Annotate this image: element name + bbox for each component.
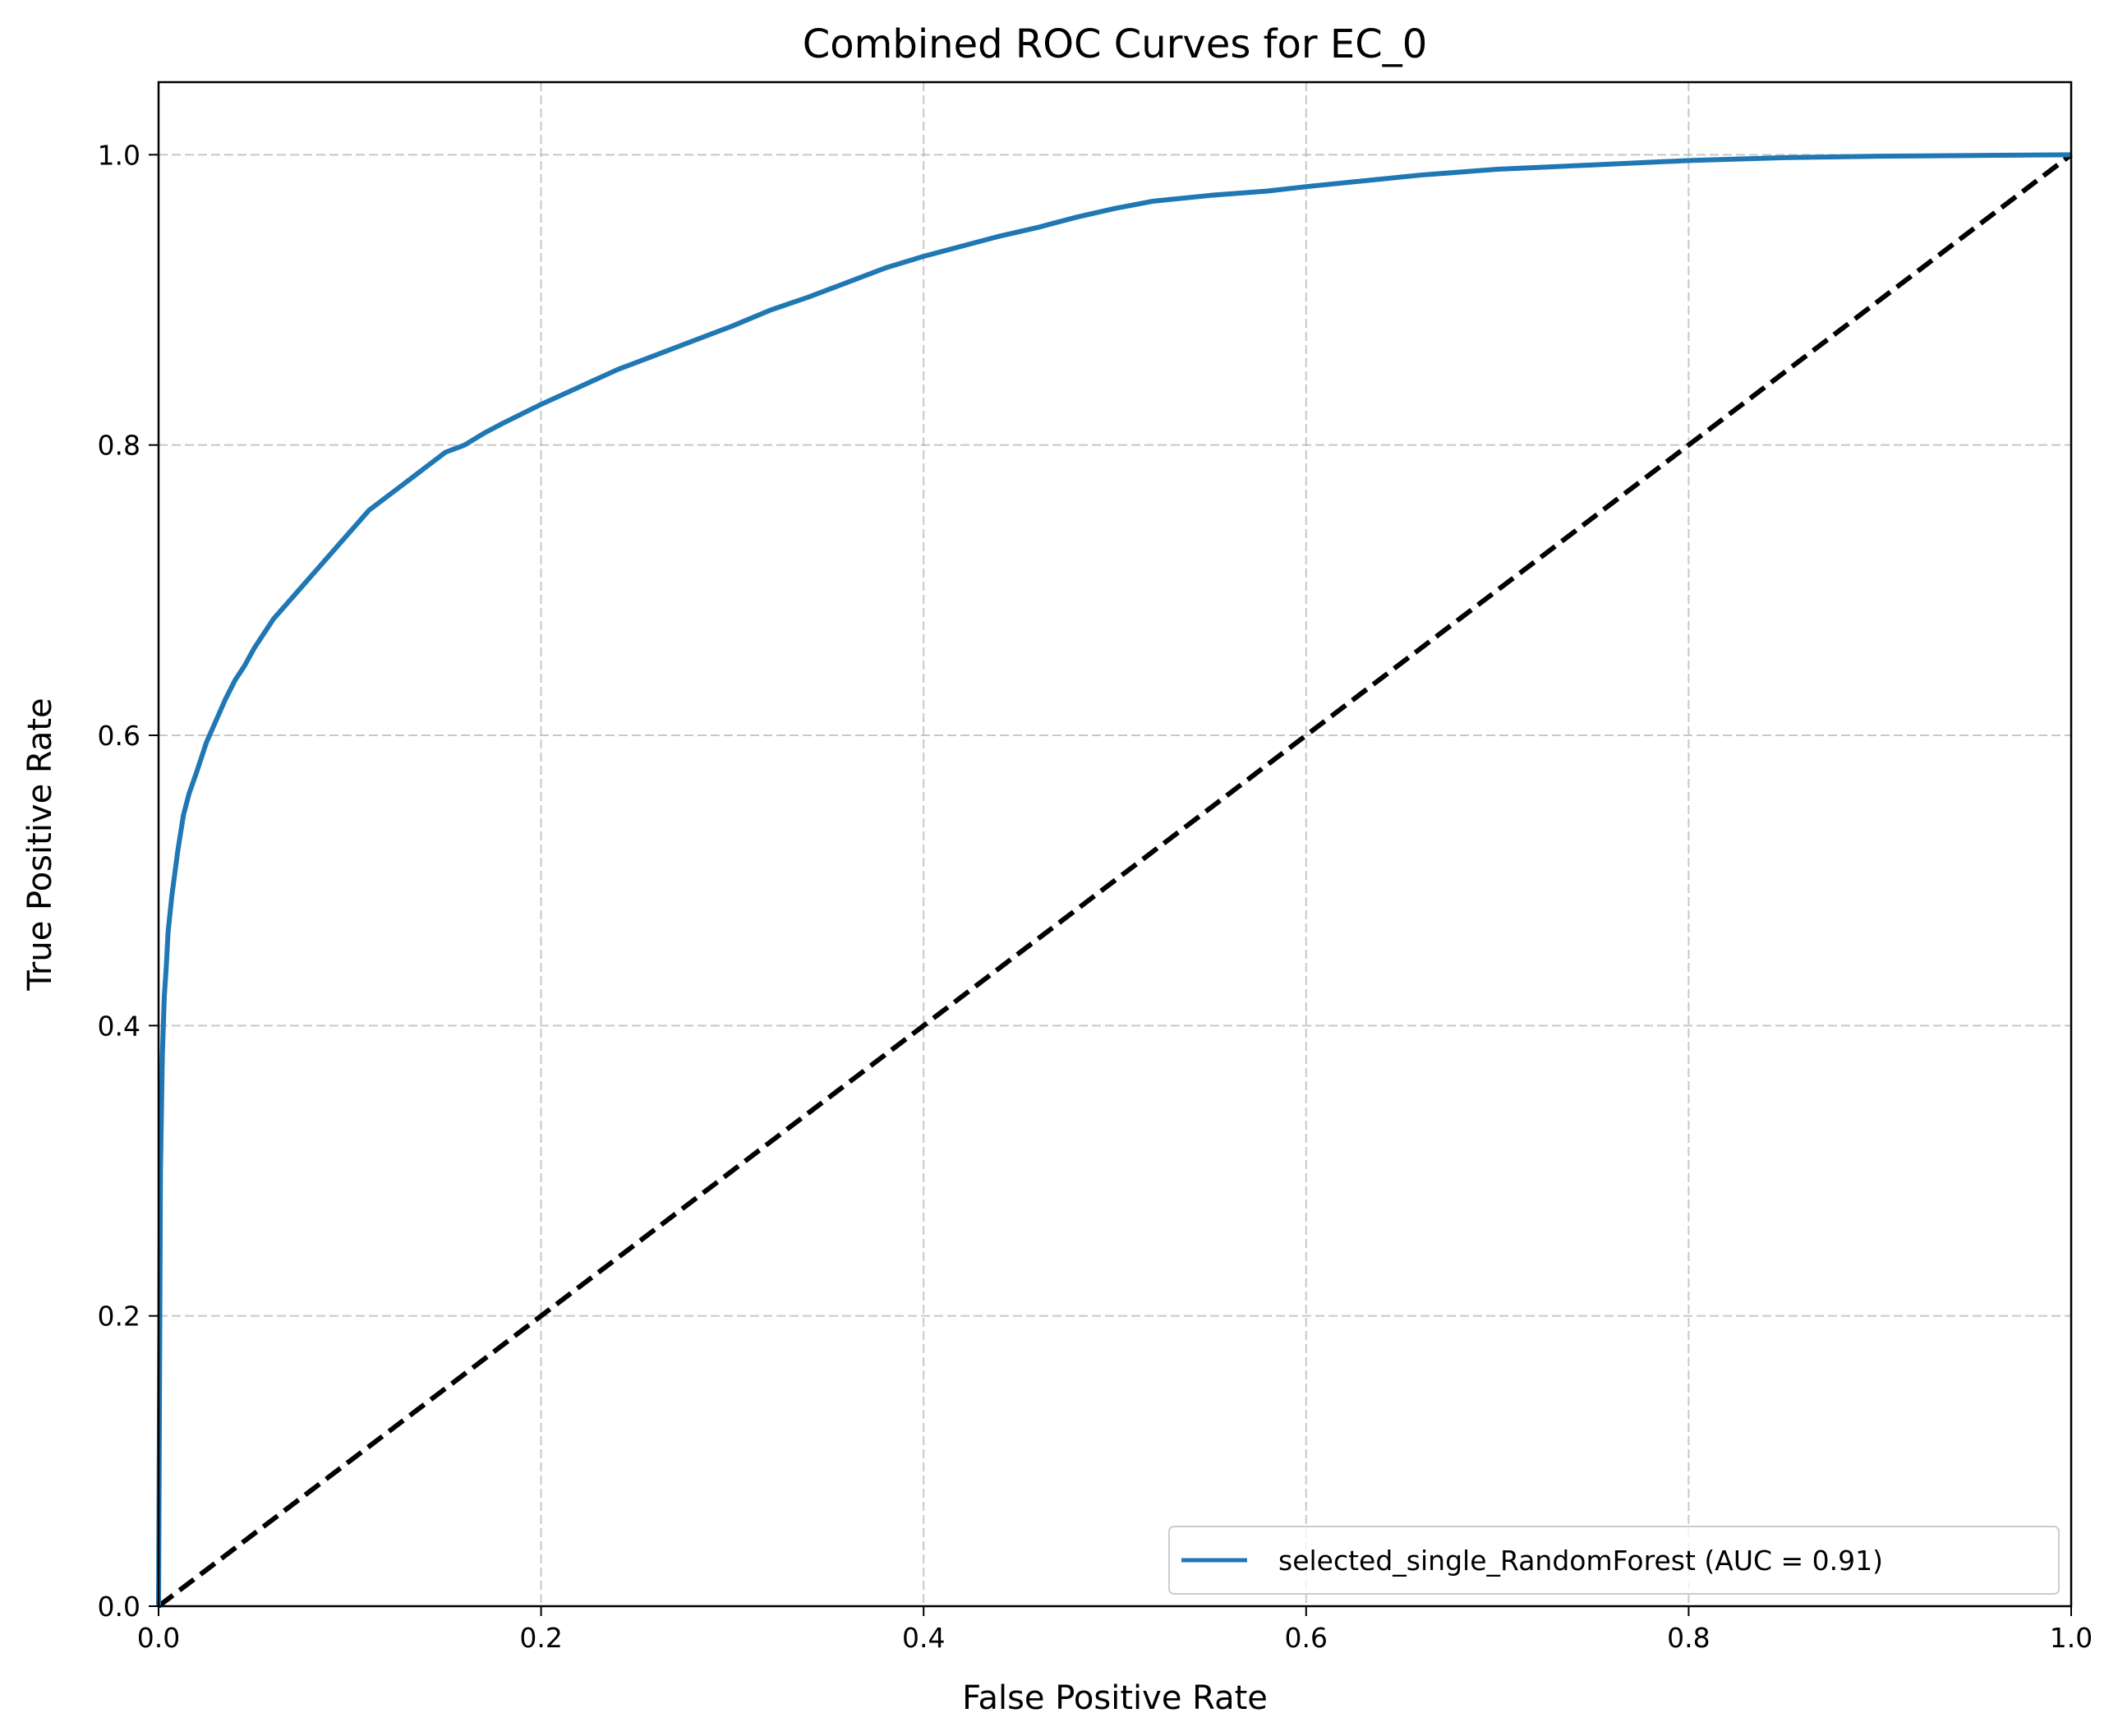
ticks: 0.0 0.2 0.4 0.6 0.8 1.0 0.0 0.2 0.4 0.6 0.8 1.0 [98,139,2093,1654]
x-tick-label: 0.0 [137,1622,180,1654]
y-tick-label: 0.0 [98,1591,140,1623]
chance-reference-line [157,152,2073,1609]
y-tick-label: 1.0 [98,139,140,171]
x-tick-label: 0.4 [902,1622,945,1654]
x-tick-label: 0.6 [1285,1622,1328,1654]
x-axis-label: False Positive Rate [962,1679,1268,1717]
legend: selected_single_RandomForest (AUC = 0.91… [1168,1526,2060,1595]
y-axis-label: True Positive Rate [21,698,59,991]
y-tick-label: 0.6 [98,720,140,752]
y-tick-label: 0.8 [98,430,140,462]
y-tick-label: 0.2 [98,1301,140,1333]
x-tick-label: 0.8 [1667,1622,1710,1654]
series-layer [156,152,2072,1607]
x-tick-label: 1.0 [2050,1622,2093,1654]
x-tick-label: 0.2 [519,1622,562,1654]
roc-series-line-0 [156,152,2072,1607]
legend-entry-label: selected_single_RandomForest (AUC = 0.91… [1278,1545,1883,1577]
chart-title: Combined ROC Curves for EC_0 [803,21,1428,67]
y-tick-label: 0.4 [98,1010,140,1042]
legend-box [1168,1526,2060,1595]
plot-frame [157,81,2073,1608]
reference-line-layer [157,152,2073,1609]
